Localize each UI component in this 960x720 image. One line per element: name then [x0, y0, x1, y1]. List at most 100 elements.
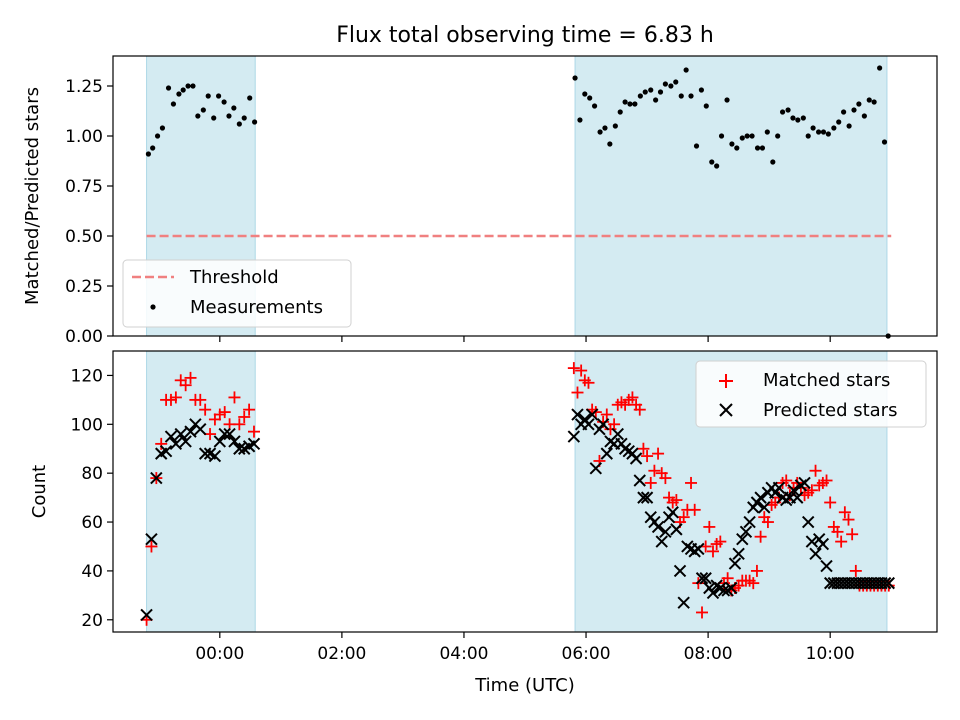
predicted-star-marker: [706, 586, 720, 600]
measurement-point: [252, 119, 258, 125]
matched-star-marker: [199, 403, 212, 416]
matched-star-marker: [805, 484, 818, 497]
measurement-point: [729, 141, 735, 147]
measurement-point: [866, 97, 872, 103]
predicted-star-marker-b: [717, 584, 731, 597]
measurement-point: [587, 95, 593, 101]
predicted-star-marker-b: [164, 430, 178, 443]
predicted-star-marker: [758, 501, 771, 514]
ratio-y-ticks: 0.00 0.25 0.50 0.75 1.00 1.25: [65, 77, 113, 347]
count-x-ticks: 00:00 02:00 04:00 06:00 08:00 10:00: [195, 632, 855, 664]
predicted-star-marker: [213, 435, 227, 448]
predicted-star-marker: [596, 418, 610, 431]
measurement-point: [881, 139, 888, 145]
matched-star-marker: [849, 564, 862, 577]
chart-title: Flux total observing time = 6.83 h: [336, 23, 714, 48]
predicted-star-marker: [787, 484, 800, 497]
predicted-star-marker: [820, 559, 833, 573]
predicted-star-marker: [772, 481, 786, 495]
matched-star-marker: [247, 425, 260, 438]
predicted-star-marker: [666, 506, 679, 519]
matched-star-marker: [600, 408, 613, 421]
matched-star-marker: [835, 535, 848, 548]
measurement-points: [145, 65, 891, 339]
predicted-star-marker-b: [692, 542, 705, 556]
predicted-star-marker-b: [695, 572, 709, 585]
predicted-star-marker: [228, 435, 241, 448]
predicted-star-marker: [198, 447, 212, 460]
predicted-star-marker: [247, 437, 261, 451]
predicted-star-marker-b: [198, 447, 212, 460]
measurement-point: [709, 159, 715, 165]
measurement-point: [211, 115, 217, 121]
measurement-point: [597, 129, 603, 135]
count-y-tick-label: 100: [71, 415, 103, 435]
measurement-point: [231, 105, 237, 111]
matched-star-marker: [747, 577, 760, 590]
matched-star-marker: [824, 496, 837, 509]
matched-star-marker: [644, 476, 657, 489]
predicted-star-marker-b: [666, 506, 679, 519]
predicted-star-marker-b: [233, 442, 246, 455]
ratio-legend-box: [122, 259, 352, 328]
predicted-star-marker-b: [655, 535, 668, 548]
predicted-star-marker: [567, 430, 581, 443]
matched-star-marker: [842, 513, 855, 526]
predicted-star-marker-b: [194, 422, 207, 436]
predicted-star-marker-b: [706, 586, 720, 600]
measurement-point: [836, 119, 842, 125]
measurement-point: [871, 99, 877, 105]
predicted-star-marker-b: [228, 435, 241, 448]
measurement-point: [176, 91, 182, 97]
predicted-star-marker: [677, 596, 690, 609]
predicted-star-marker: [717, 584, 731, 597]
predicted-star-marker-b: [159, 444, 173, 458]
measurement-point: [582, 91, 588, 97]
predicted-star-marker-b: [699, 572, 712, 585]
measurement-point: [856, 101, 862, 107]
predicted-star-marker: [184, 425, 197, 438]
measurement-point: [795, 117, 801, 123]
predicted-star-marker-b: [659, 525, 672, 539]
ratio-panel-frame: [112, 55, 938, 337]
predicted-stars-points: [140, 408, 895, 622]
predicted-star-marker: [798, 476, 811, 490]
measurement-point: [673, 79, 679, 85]
predicted-star-marker: [585, 408, 599, 421]
matched-star-marker: [641, 450, 654, 463]
matched-star-marker: [194, 393, 207, 406]
predicted-star-marker-b: [247, 437, 261, 451]
predicted-star-marker: [223, 427, 236, 441]
matched-star-marker: [169, 391, 182, 404]
measurement-point: [683, 67, 689, 73]
matched-star-marker: [688, 503, 701, 516]
measurement-point: [190, 83, 196, 89]
predicted-star-marker: [739, 525, 753, 539]
predicted-star-marker-b: [728, 557, 742, 570]
matched-star-marker: [685, 476, 698, 489]
measurement-point: [617, 109, 623, 115]
measurement-point: [800, 115, 806, 121]
matched-star-marker: [703, 520, 716, 533]
measurement-point: [170, 101, 177, 107]
predicted-star-marker: [174, 427, 187, 441]
measurement-point: [221, 99, 227, 105]
count-y-tick-label: 80: [81, 464, 103, 484]
predicted-star-marker: [809, 547, 822, 561]
predicted-star-marker-b: [772, 481, 786, 495]
ratio-x-ticks: [219, 336, 831, 342]
measurement-point: [185, 83, 191, 89]
measurement-point: [779, 109, 786, 115]
measurement-point: [846, 123, 852, 129]
predicted-star-marker-b: [651, 520, 665, 534]
predicted-star-marker-b: [736, 532, 749, 546]
measurement-point: [688, 93, 694, 99]
matched-star-marker: [608, 418, 621, 431]
predicted-star-marker-b: [611, 427, 624, 441]
predicted-star-marker: [208, 449, 222, 463]
predicted-star-marker-b: [758, 501, 771, 514]
predicted-star-marker-b: [882, 576, 895, 590]
count-legend: Matched stars Predicted stars: [695, 360, 927, 428]
matched-star-marker: [228, 391, 241, 404]
measurement-point: [180, 87, 186, 93]
